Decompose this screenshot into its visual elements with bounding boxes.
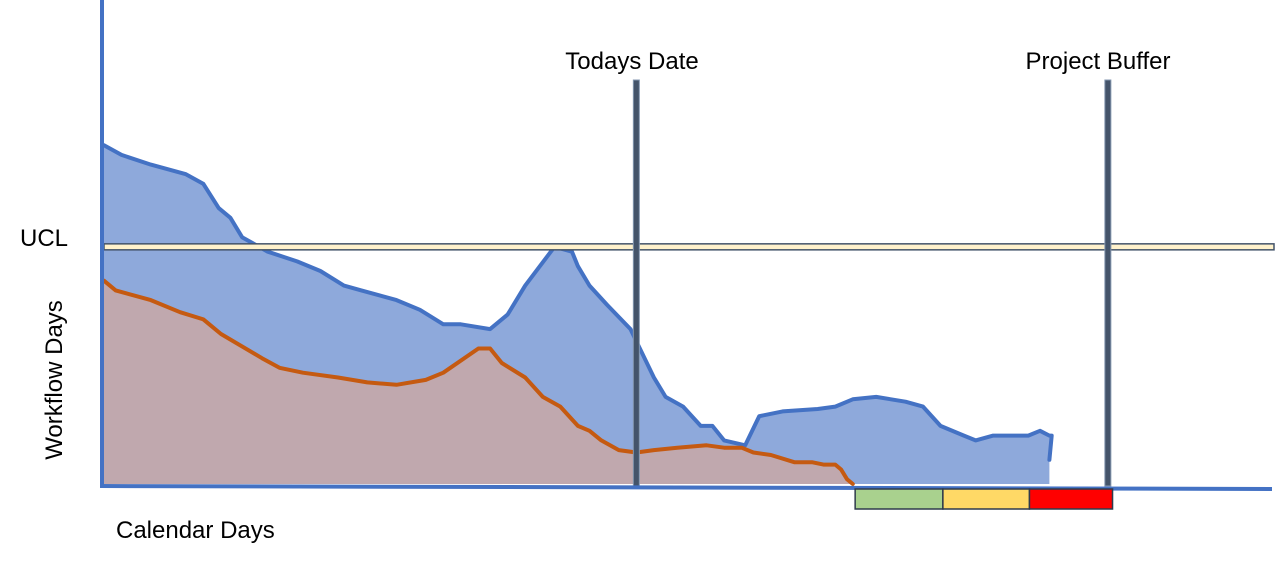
todays-date-marker — [632, 79, 640, 487]
series-line-1 — [102, 143, 1054, 462]
ucl-label: UCL — [20, 225, 68, 252]
series-area-2 — [104, 280, 853, 484]
series-line-2 — [102, 278, 855, 486]
buffer-zone-green — [854, 488, 944, 510]
project-buffer-marker — [1104, 79, 1112, 487]
todays-date-label: Todays Date — [565, 48, 698, 75]
chart-labels: UCL Workflow Days Calendar Days Todays D… — [20, 48, 1170, 544]
project-buffer-label: Project Buffer — [1026, 48, 1171, 75]
series-areas — [102, 143, 1054, 486]
ucl-line — [103, 243, 1275, 251]
buffer-zone-yellow — [942, 488, 1031, 510]
buffer-zone-red — [1028, 488, 1114, 510]
buffer-zones — [854, 488, 1114, 510]
y-axis-label: Workflow Days — [41, 300, 68, 460]
x-axis-label: Calendar Days — [116, 517, 275, 544]
